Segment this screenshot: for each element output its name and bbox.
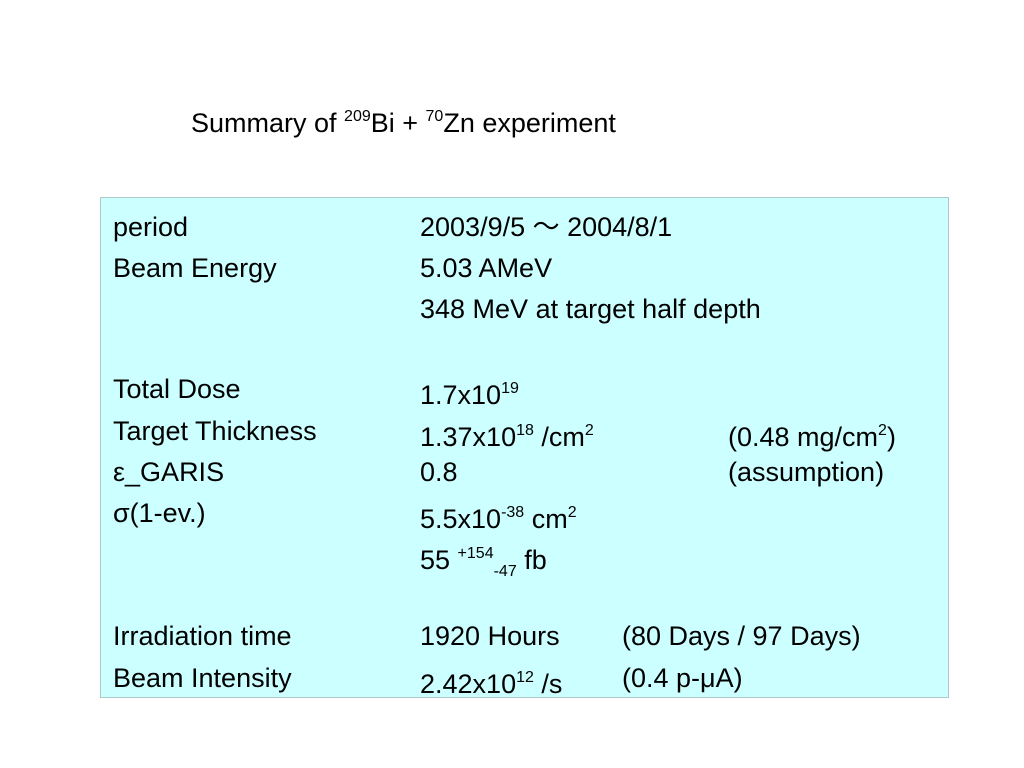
row-note: (80 Days / 97 Days) — [622, 620, 861, 652]
row-label: Total Dose — [113, 373, 241, 405]
text: cm — [524, 504, 568, 534]
row-label: period — [113, 211, 188, 243]
row-value: 2003/9/5 ～ 2004/8/1 — [420, 211, 672, 243]
text: 5.03 AMeV — [420, 253, 553, 283]
row-value: 5.5x10-38 cm2 — [420, 497, 577, 535]
text: Irradiation time — [113, 621, 292, 651]
text: period — [113, 212, 189, 242]
text: (80 Days / 97 Days) — [622, 621, 861, 651]
text: 2003/9/5 ～ 2004/8/1 — [420, 212, 673, 242]
row-label: σ(1-ev.) — [113, 497, 206, 529]
superscript: 12 — [516, 669, 534, 686]
superscript: 19 — [501, 380, 519, 397]
text: (0.4 p-μA) — [622, 663, 743, 693]
superscript: 209 — [344, 108, 371, 125]
row-label: ε_GARIS — [113, 456, 224, 488]
text: ε_GARIS — [113, 457, 225, 487]
row-value: 1.7x1019 — [420, 373, 519, 411]
text: /s — [533, 669, 563, 699]
superscript: 2 — [567, 504, 577, 521]
superscript: 2 — [584, 422, 594, 439]
row-note: (0.48 mg/cm2) — [728, 415, 896, 453]
slide-title: Summary of 209Bi + 70Zn experiment — [191, 108, 616, 139]
text: fb — [516, 545, 547, 575]
superscript: 2 — [878, 422, 887, 439]
text: ) — [886, 422, 896, 452]
text: 0.8 — [420, 457, 458, 487]
text: Beam Energy — [113, 253, 277, 283]
text: 1920 Hours — [420, 621, 560, 651]
superscript: 18 — [516, 422, 534, 439]
row-label: Irradiation time — [113, 620, 292, 652]
text: Beam Intensity — [113, 663, 292, 693]
text: 1.37x10 — [420, 422, 517, 452]
row-value: 2.42x1012 /s — [420, 662, 562, 700]
text: 55 — [420, 545, 458, 575]
summary-table: period 2003/9/5 ～ 2004/8/1 Beam Energy 5.03… — [100, 197, 949, 700]
row-value: 0.8 — [420, 456, 458, 488]
text: 2.42x10 — [420, 669, 517, 699]
row-note: (0.4 p-μA) — [622, 662, 743, 694]
text: Target Thickness — [113, 416, 317, 446]
text: Total Dose — [113, 374, 241, 404]
row-value: 5.03 AMeV — [420, 252, 552, 284]
superscript: 70 — [425, 108, 444, 125]
superscript: -38 — [501, 504, 525, 521]
text: (assumption) — [728, 457, 885, 487]
text: Summary of — [191, 108, 345, 138]
row-value: 348 MeV at target half depth — [420, 293, 761, 325]
row-label: Beam Intensity — [113, 662, 292, 694]
text: 5.5x10 — [420, 504, 502, 534]
text: 1.7x10 — [420, 380, 502, 410]
row-value: 1920 Hours — [420, 620, 560, 652]
subscript: -47 — [493, 563, 517, 580]
row-value: 55 +154-47 fb — [420, 538, 547, 588]
text: Zn experiment — [443, 108, 616, 138]
row-label: Beam Energy — [113, 252, 277, 284]
text: /cm — [533, 422, 585, 452]
superscript: +154 — [457, 545, 494, 562]
text: (0.48 mg/cm — [728, 422, 879, 452]
text: σ(1-ev.) — [113, 498, 206, 528]
row-label: Target Thickness — [113, 415, 317, 447]
row-note: (assumption) — [728, 456, 884, 488]
text: Bi + — [370, 108, 426, 138]
row-value: 1.37x1018 /cm2 — [420, 415, 594, 453]
text: 348 MeV at target half depth — [420, 294, 761, 324]
